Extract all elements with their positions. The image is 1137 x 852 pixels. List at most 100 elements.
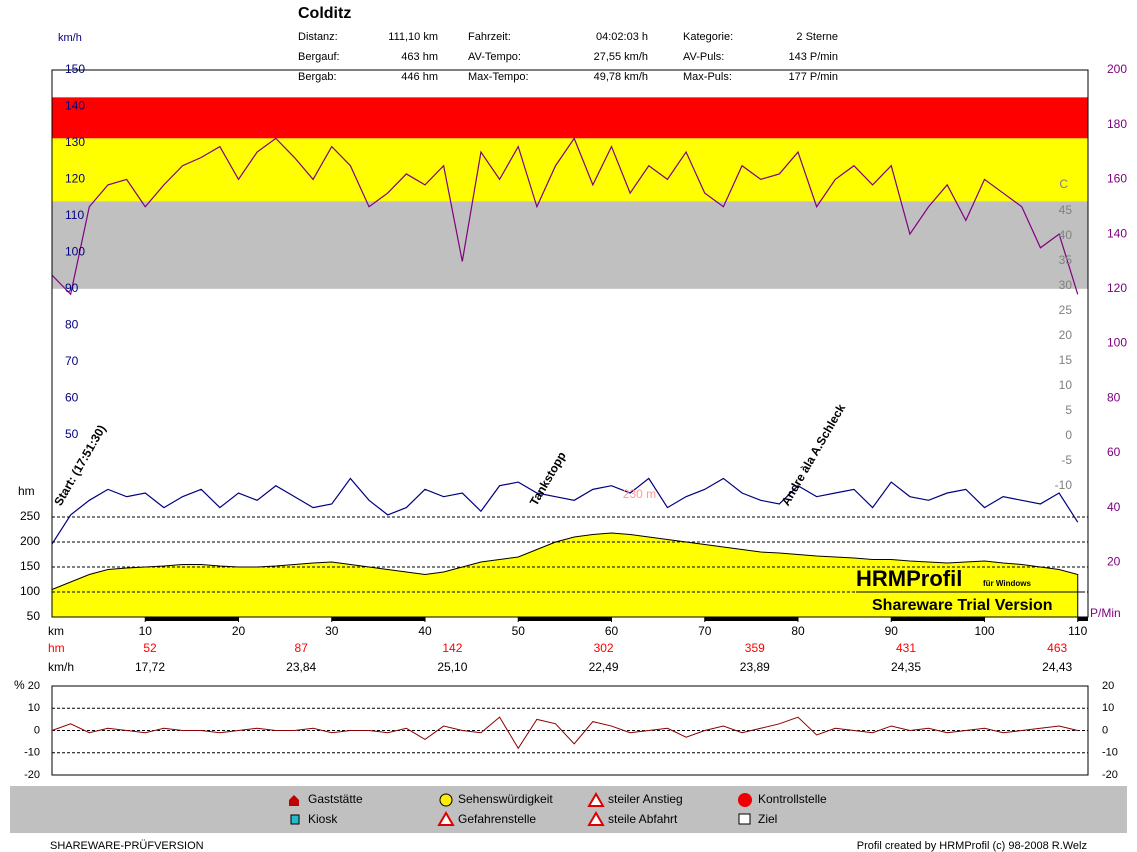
x-tick-label: 10 <box>139 624 153 638</box>
temp-tick-label: 30 <box>1059 278 1073 292</box>
segment-value: 24,35 <box>891 660 921 674</box>
annotation: 230 m <box>623 487 656 501</box>
legend-label: Gaststätte <box>308 792 363 806</box>
pulse-zone <box>52 97 1088 139</box>
segment-value: 463 <box>1047 641 1067 655</box>
icon <box>439 793 453 807</box>
stat-value: 04:02:03 h <box>596 31 648 43</box>
segment-value: 142 <box>442 641 462 655</box>
gradient-tick-label: -20 <box>1102 769 1118 781</box>
legend-label: steile Abfahrt <box>608 812 678 826</box>
speed-tick-label: 60 <box>65 390 79 404</box>
legend-icons <box>289 792 752 826</box>
stat-label: Max-Tempo: <box>468 71 529 83</box>
axis-bar <box>145 617 239 621</box>
segment-value: 87 <box>295 641 309 655</box>
stat-value: 463 hm <box>401 51 438 63</box>
gradient-tick-label: 10 <box>1102 702 1114 714</box>
segment-row-label: km/h <box>48 660 74 674</box>
pulse-tick-label: 160 <box>1107 172 1127 186</box>
temp-tick-label: 20 <box>1059 328 1073 342</box>
x-tick-label: 20 <box>232 624 246 638</box>
temp-tick-label: 15 <box>1059 353 1073 367</box>
pulse-zone <box>52 201 1088 289</box>
segment-value: 52 <box>143 641 157 655</box>
temp-tick-label: 5 <box>1065 403 1072 417</box>
temp-tick-label: -10 <box>1055 478 1073 492</box>
icon <box>738 813 751 825</box>
segment-value: 23,89 <box>740 660 770 674</box>
speed-tick-label: 130 <box>65 135 85 149</box>
segment-value: 25,10 <box>437 660 467 674</box>
axis-bar <box>704 617 798 621</box>
speed-tick-label: 100 <box>65 245 85 259</box>
icon <box>738 793 752 807</box>
segment-value: 359 <box>745 641 765 655</box>
hm-tick-label: 200 <box>20 534 40 548</box>
speed-tick-label: 70 <box>65 354 79 368</box>
legend-label: Kontrollstelle <box>758 792 827 806</box>
gradient-tick-label: 0 <box>1102 724 1108 736</box>
stat-label: Bergab: <box>298 71 337 83</box>
gradient-tick-label: -20 <box>24 769 40 781</box>
speed-tick-label: 110 <box>65 208 84 222</box>
speed-tick-label: 120 <box>65 172 85 186</box>
temp-axis-label: C <box>1059 177 1068 191</box>
x-tick-label: 80 <box>791 624 805 638</box>
axis-bar <box>518 617 612 621</box>
x-tick-label: 40 <box>418 624 432 638</box>
gradient-tick-label: 10 <box>28 702 40 714</box>
hm-tick-label: 50 <box>27 609 41 623</box>
segment-value: 22,49 <box>589 660 619 674</box>
pulse-zone <box>52 138 1088 202</box>
stat-value: 27,55 km/h <box>594 51 648 63</box>
icon <box>587 792 605 807</box>
stat-label: AV-Puls: <box>683 51 724 63</box>
x-tick-label: 50 <box>512 624 526 638</box>
legend-panel <box>10 786 1127 833</box>
footer-right: Profil created by HRMProfil (c) 98-2008 … <box>857 840 1087 852</box>
gradient-tick-label: -10 <box>24 747 40 759</box>
segment-value: 431 <box>896 641 916 655</box>
stat-label: Bergauf: <box>298 51 340 63</box>
temp-tick-label: 40 <box>1059 228 1073 242</box>
watermark-sub: für Windows <box>983 579 1031 588</box>
legend-label: Sehenswürdigkeit <box>458 792 553 806</box>
pulse-tick-label: 140 <box>1107 226 1127 240</box>
title: Colditz <box>298 5 351 22</box>
axis-bar <box>1077 617 1088 621</box>
stat-value: 177 P/min <box>788 71 838 83</box>
segment-value: 24,43 <box>1042 660 1072 674</box>
speed-tick-label: 50 <box>65 427 79 441</box>
speed-tick-label: 80 <box>65 317 79 331</box>
x-tick-label: 110 <box>1068 624 1087 638</box>
pulse-tick-label: 80 <box>1107 390 1121 404</box>
temp-tick-label: 25 <box>1059 303 1073 317</box>
icon <box>437 811 455 826</box>
stat-value: 446 hm <box>401 71 438 83</box>
speed-axis-label: km/h <box>58 32 82 44</box>
pulse-axis-label: P/Min <box>1090 606 1121 620</box>
axis-bar <box>331 617 425 621</box>
pulse-tick-label: 200 <box>1107 62 1127 76</box>
gradient-tick-label: 20 <box>1102 680 1114 692</box>
x-tick-label: 100 <box>974 624 994 638</box>
stat-label: Distanz: <box>298 31 338 43</box>
segment-row-label: hm <box>48 641 65 655</box>
temp-tick-label: 10 <box>1059 378 1073 392</box>
pulse-tick-label: 120 <box>1107 281 1127 295</box>
pulse-tick-label: 60 <box>1107 445 1121 459</box>
stat-value: 2 Sterne <box>796 31 838 43</box>
legend-label: Gefahrenstelle <box>458 812 536 826</box>
icon <box>289 795 299 806</box>
x-tick-label: 70 <box>698 624 712 638</box>
pulse-tick-label: 40 <box>1107 500 1121 514</box>
x-tick-label: 90 <box>885 624 899 638</box>
gradient-line <box>51 716 1078 750</box>
temp-tick-label: 0 <box>1065 428 1072 442</box>
speed-tick-label: 140 <box>65 99 85 113</box>
stat-label: AV-Tempo: <box>468 51 521 63</box>
hm-axis-label: hm <box>18 484 35 498</box>
pulse-tick-label: 180 <box>1107 117 1127 131</box>
